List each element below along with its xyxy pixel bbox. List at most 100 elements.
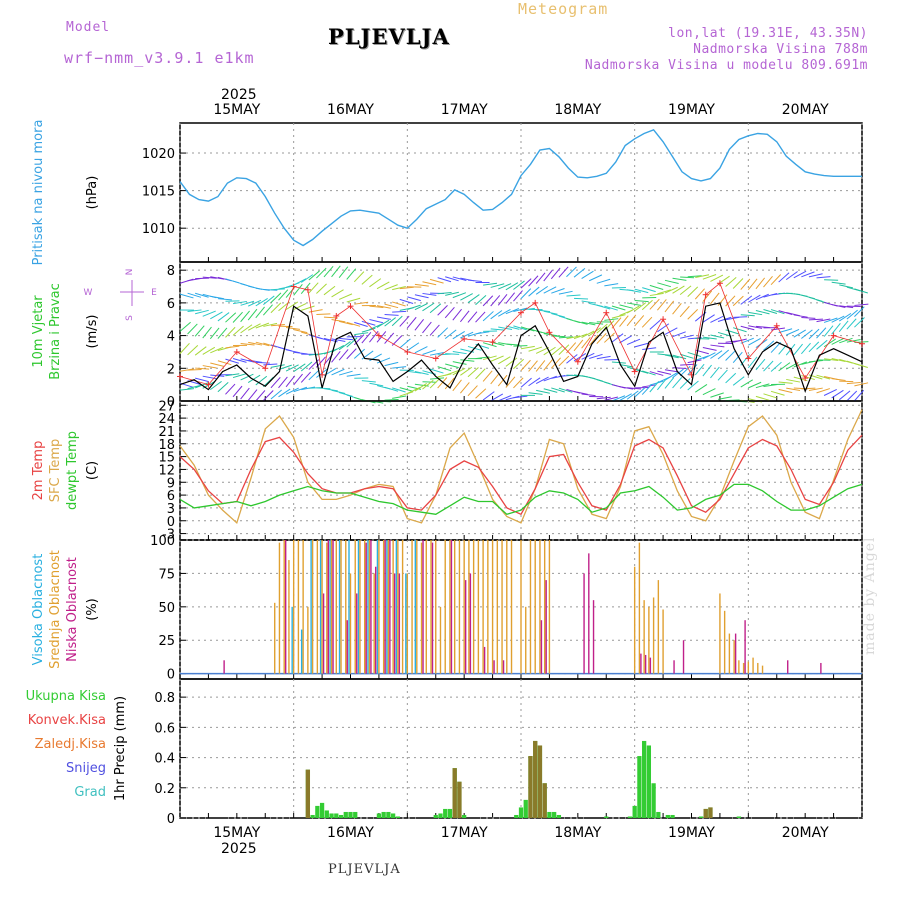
wind-barb [232,373,247,379]
total-precip-bar [665,814,670,818]
wind-barb [543,388,558,393]
wind-barb [270,389,282,400]
wind-barb [422,379,434,390]
wind-barb [528,360,538,372]
total-precip-bar [376,813,382,818]
wind-barb [710,366,720,379]
wind-barb [376,319,390,328]
wind-barb [513,358,525,370]
wind-barb [543,375,558,382]
wind-barb [232,300,247,305]
y-tick-label: 1015 [142,185,175,200]
wind-barb [308,270,320,281]
wind-barb [611,395,626,402]
y-tick-label: 27 [158,399,175,414]
wind-barb [505,308,520,315]
wind-barb [740,325,755,331]
wind-barb [391,315,403,327]
wind-barb [369,318,384,324]
wind-barb [460,359,475,362]
wind-barb [520,288,532,299]
wind-barb [210,295,225,300]
wind-barb [293,302,307,310]
wind-barb [672,331,686,338]
wind-barb [785,343,796,356]
wind-barb [846,381,861,385]
wind-barb [399,387,414,392]
wind-barb [664,286,678,294]
wind-barb [187,292,202,298]
wind-barb [573,390,588,395]
top-day-label: 20MAY [782,102,829,118]
wind-barb [392,285,406,291]
total-precip-bar [315,805,320,818]
wind-barb [225,326,236,338]
wind-barb [573,339,584,352]
wind-barb [194,325,205,337]
wind-barb [694,288,705,300]
wind-barb [407,386,421,394]
wind-barb [475,311,486,323]
wind-barb [823,317,838,323]
wind-barb [202,326,212,339]
panel-frame [179,400,863,541]
conv-precip-bar [533,740,538,818]
wind-barb [255,390,266,402]
wind-barb [505,282,519,291]
wind-barb [596,333,607,345]
wind-barb [604,305,618,311]
total-precip-bar [637,756,642,818]
wind-barb [702,346,717,351]
wind-barb [399,315,410,327]
wind-barb [543,333,558,337]
wind-barb [679,353,694,359]
wind-barb [642,370,656,376]
wind-barb [255,298,268,307]
wind-barb [361,320,376,326]
wind-barb [339,337,354,341]
total-precip-bar [514,814,519,818]
wind-barb [497,374,508,387]
wind-barb [732,295,744,307]
wind-barb [210,374,225,377]
wind-barb [384,317,396,327]
total-precip-bar [518,807,524,818]
wind-barb [854,288,868,294]
wind-barb [619,335,632,344]
wind-barb [680,334,694,339]
wind-barb [376,316,391,320]
wind-barb [627,302,641,306]
wind-barb [301,305,315,311]
total-precip-bar [642,740,647,818]
wind-barb [369,305,384,309]
wind-barb [202,346,216,355]
wind-barb [687,380,699,391]
wind-barb [649,319,661,330]
wind-barb [831,322,841,335]
precip-legend-label: Grad [74,785,106,800]
wind-barb [641,383,653,395]
wind-barb [702,290,713,303]
wind-barb [240,342,255,346]
wind-barb [755,293,769,301]
wind-barb [702,364,712,377]
wind-barb [816,327,827,339]
wind-barb [217,327,228,339]
wind-barb [702,352,716,360]
total-precip-bar [329,813,334,818]
wind-barb [626,338,641,346]
precip-legend-label: Konvek.Kisa [28,713,106,728]
wind-barb [816,374,831,380]
wind-barb [460,293,473,301]
wind-barb [589,353,603,359]
wind-barb [838,312,852,322]
wind-barb [346,337,358,348]
wind-barb [482,355,497,361]
wind-barb [490,355,504,362]
wind-barb [687,351,702,358]
wind-barb [263,295,275,306]
wind-barb [354,332,369,336]
wind-barb [725,316,740,321]
wind-barb [338,370,353,376]
wind-barb [793,314,808,318]
